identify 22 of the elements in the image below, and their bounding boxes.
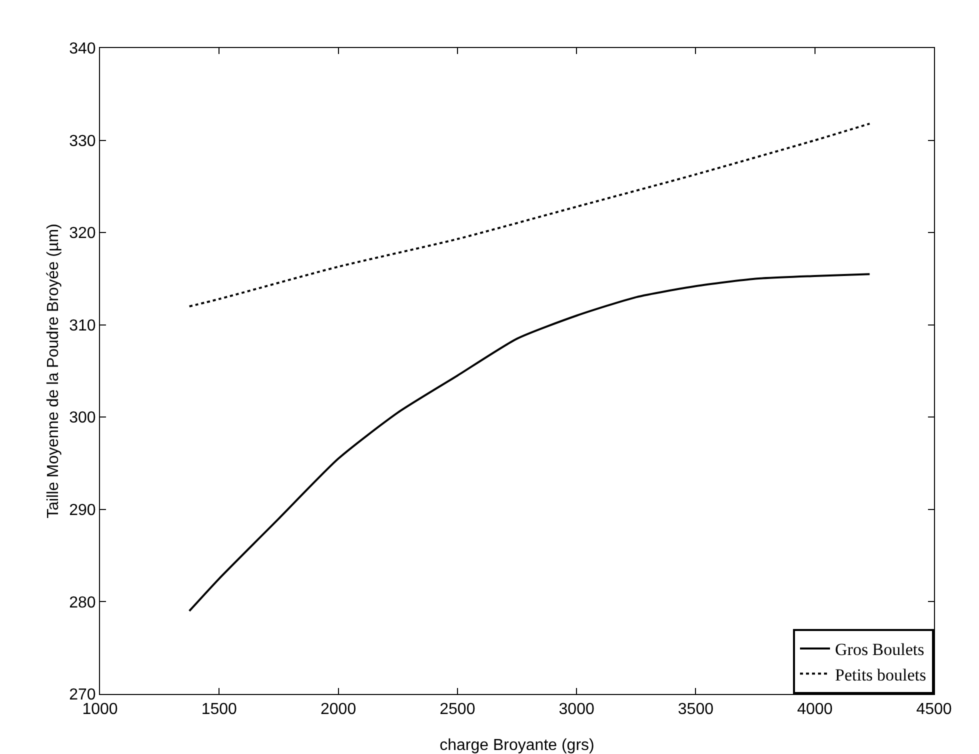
x-tick-label: 1000 [82, 701, 118, 718]
x-axis-title: charge Broyante (grs) [440, 737, 594, 754]
x-tick-label: 2000 [320, 701, 356, 718]
x-tick-label: 2500 [440, 701, 476, 718]
y-tick-label: 310 [69, 317, 96, 334]
x-tick-label: 3500 [678, 701, 714, 718]
y-tick-label: 280 [69, 594, 96, 612]
y-tick-label: 300 [69, 410, 96, 427]
x-tick-label: 1500 [201, 701, 238, 718]
y-tick-label: 290 [69, 502, 96, 520]
y-tick-label: 330 [69, 132, 96, 150]
y-tick-label: 340 [69, 40, 96, 58]
line-series [188, 273, 871, 612]
y-tick-label: 270 [69, 686, 96, 704]
y-tick-label: 320 [69, 225, 96, 242]
x-tick-label: 3000 [558, 701, 594, 718]
legend-label: Petits boulets [835, 665, 926, 684]
y-axis-title: Taille Moyenne de la Poudre Broyée (µm) [45, 224, 62, 518]
x-tick-label: 4500 [916, 701, 952, 718]
x-tick-label: 4000 [797, 701, 833, 718]
legend-label: Gros Boulets [835, 640, 924, 660]
line-series [188, 122, 871, 308]
